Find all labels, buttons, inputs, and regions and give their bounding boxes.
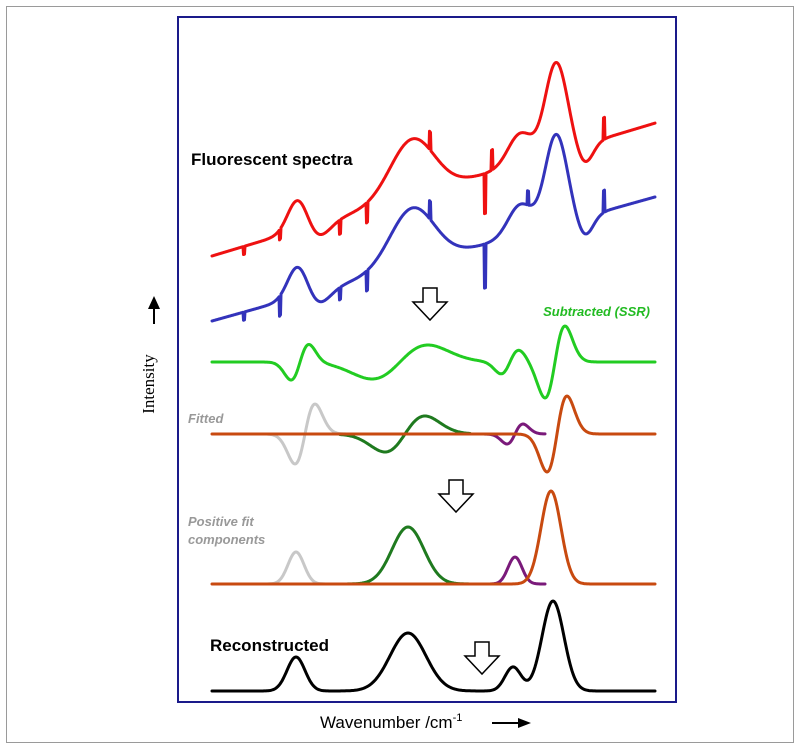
reconstructed-label: Reconstructed <box>210 636 329 655</box>
up-arrow-head <box>148 296 160 309</box>
fitted-components <box>210 394 657 474</box>
outer-border <box>6 6 794 743</box>
fluorescent-spectra-label: Fluorescent spectra <box>191 150 353 169</box>
positive-fit-label-line2: components <box>188 532 265 547</box>
fluorescent-spectrum-blue <box>210 132 657 323</box>
fluorescent-spectrum-red <box>210 61 657 258</box>
down-arrow-icon <box>411 287 449 322</box>
positive-orange-component <box>210 489 657 586</box>
fitted-orange-component <box>210 394 657 474</box>
positive-fit-components <box>210 489 657 586</box>
plot-frame <box>177 16 677 703</box>
reconstructed-spectrum <box>210 599 657 693</box>
subtracted-label: Subtracted (SSR) <box>543 304 650 319</box>
subtracted-spectrum <box>210 324 657 400</box>
positive-green-component <box>338 525 472 586</box>
positive-grey-component <box>266 550 332 586</box>
x-axis-label: Wavenumber /cm-1 <box>320 712 462 732</box>
right-arrow-head <box>518 718 531 728</box>
y-axis-label: Intensity <box>139 354 158 414</box>
positive-fit-label-line1: Positive fit <box>188 514 254 529</box>
down-arrow-icon <box>463 641 501 676</box>
fitted-label: Fitted <box>188 411 224 426</box>
down-arrow-icon <box>437 479 475 514</box>
